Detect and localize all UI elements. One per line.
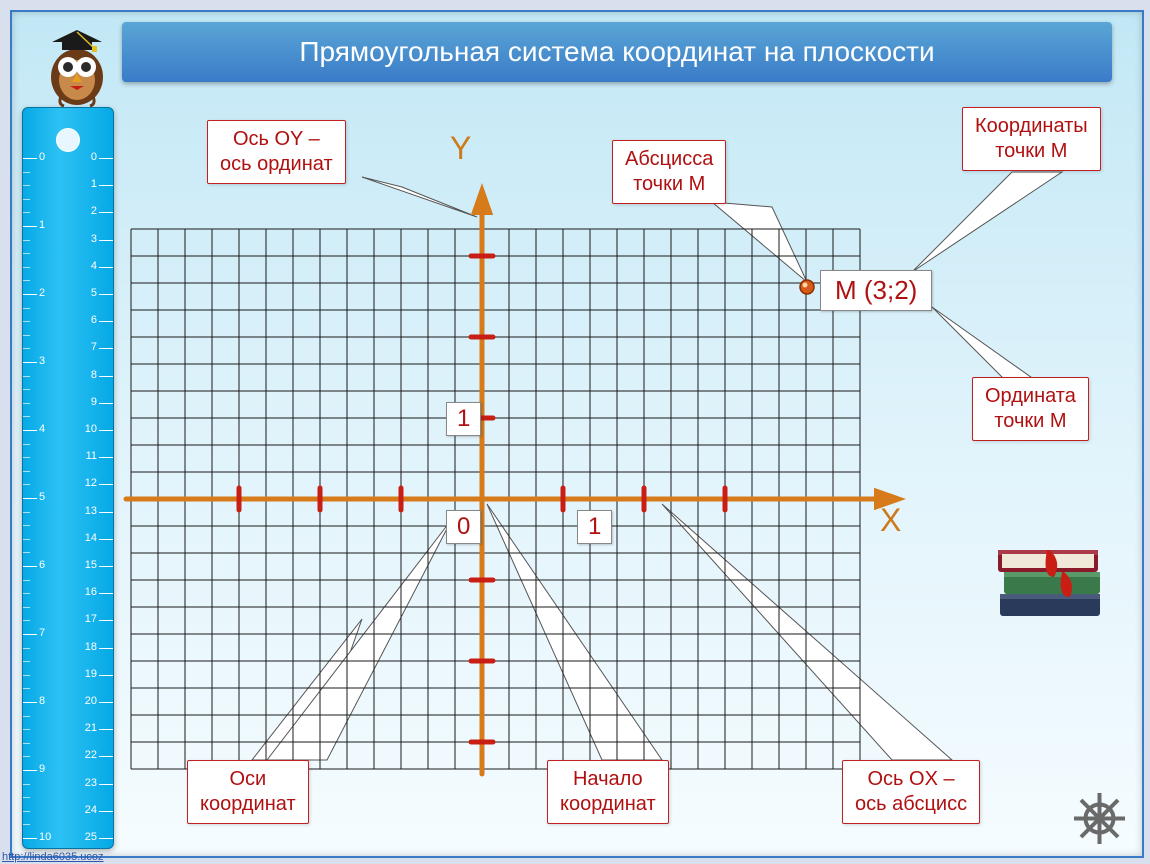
axis-number-one-x: 1	[577, 510, 612, 544]
books-icon	[992, 522, 1112, 632]
callout-abscissa: Абсциссаточки M	[612, 140, 726, 204]
callout-ox-text: Ось OX –ось абсцисс	[855, 768, 967, 815]
callout-origin: Началокоординат	[547, 760, 669, 824]
callout-origin-text: Началокоординат	[560, 768, 656, 815]
callout-axes-text: Осикоординат	[200, 768, 296, 815]
callout-oy-axis: Ось OY –ось ординат	[207, 120, 346, 184]
point-m-label: M (3;2)	[820, 270, 932, 311]
axis-number-zero: 0	[446, 510, 481, 544]
callout-axes: Осикоординат	[187, 760, 309, 824]
callout-oy-text: Ось OY –ось ординат	[220, 128, 333, 175]
callout-abscissa-text: Абсциссаточки M	[625, 148, 713, 195]
callout-coords: Координатыточки M	[962, 107, 1101, 171]
axis-number-one-y: 1	[446, 402, 481, 436]
callout-ordinate: Ординататочки M	[972, 377, 1089, 441]
callout-ordinate-text: Ординататочки M	[985, 385, 1076, 432]
y-axis-label: Y	[450, 130, 471, 167]
footer-url: http://linda6035.ucoz	[2, 851, 104, 863]
callout-ox-axis: Ось OX –ось абсцисс	[842, 760, 980, 824]
callout-coords-text: Координатыточки M	[975, 115, 1088, 162]
x-axis-label: X	[880, 502, 901, 539]
ship-wheel-icon	[1072, 791, 1127, 846]
slide-frame: Прямоугольная система координат на плоск…	[10, 10, 1144, 858]
